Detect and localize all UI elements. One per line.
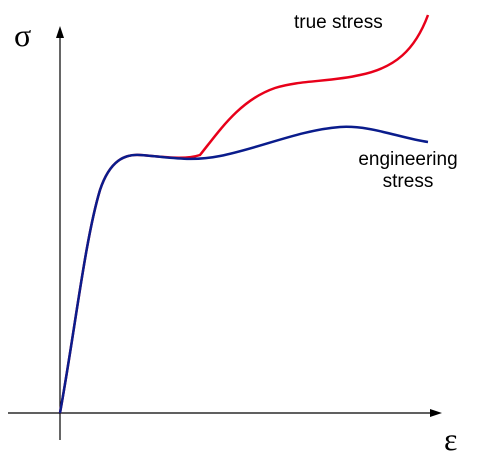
- true-stress-curve: [58, 14, 430, 414]
- engineering-stress-curve: [58, 125, 429, 414]
- x-axis-label: ε: [444, 421, 457, 457]
- y-arrow: [56, 26, 64, 38]
- engineering-stress-label: engineering: [358, 149, 457, 170]
- true-stress-label: true stress: [294, 12, 383, 33]
- engineering-stress-label: stress: [383, 171, 434, 192]
- x-arrow: [430, 409, 442, 417]
- y-axis-label: σ: [14, 17, 31, 53]
